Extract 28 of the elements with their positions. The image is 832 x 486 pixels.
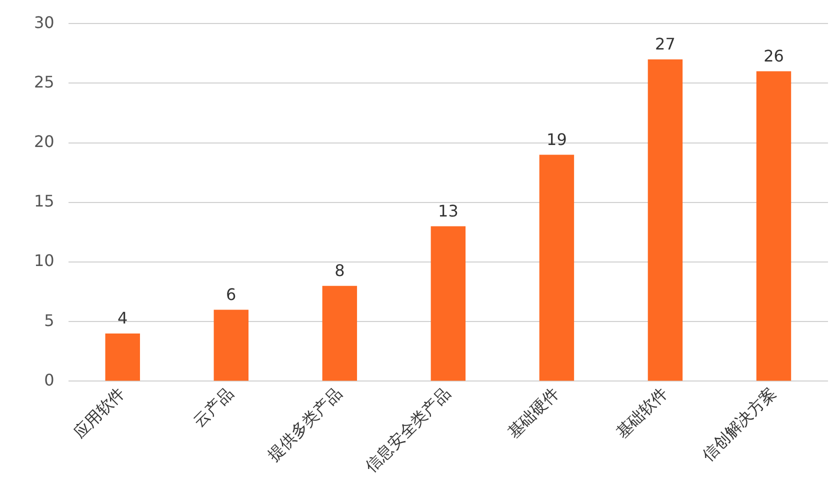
y-tick-label: 10 <box>34 251 54 270</box>
y-tick-label: 30 <box>34 12 54 32</box>
data-label: 6 <box>226 284 236 304</box>
x-tick-label: 应用软件 <box>70 383 128 442</box>
y-tick-label: 25 <box>34 72 54 92</box>
x-tick-label: 信息安全类产品 <box>361 383 454 476</box>
bar <box>539 154 574 381</box>
data-label: 4 <box>118 308 128 328</box>
y-tick-label: 20 <box>34 132 54 151</box>
data-label: 8 <box>334 261 345 280</box>
bar <box>430 226 466 381</box>
data-label: 13 <box>438 201 458 220</box>
x-tick-label: 提供多类产品 <box>264 383 346 465</box>
data-label: 26 <box>764 46 784 66</box>
y-tick-label: 0 <box>44 370 54 390</box>
y-tick-label: 15 <box>34 192 54 211</box>
data-label: 19 <box>546 130 567 149</box>
bar <box>322 286 358 381</box>
bar <box>105 334 140 381</box>
x-tick-label: 云产品 <box>190 383 237 431</box>
x-tick-label: 基础硬件 <box>504 383 562 442</box>
bar <box>756 71 792 381</box>
x-tick-label: 基础软件 <box>612 383 671 442</box>
x-tick-label: 信创解决方案 <box>698 383 780 465</box>
bar <box>648 59 683 381</box>
data-label: 27 <box>655 34 676 54</box>
bar <box>214 310 249 381</box>
y-tick-label: 5 <box>44 310 54 330</box>
